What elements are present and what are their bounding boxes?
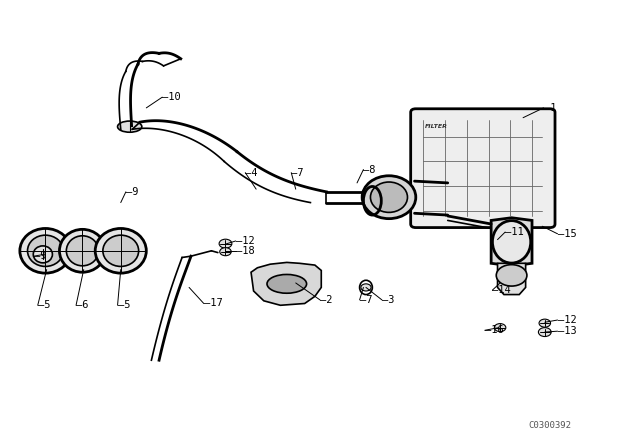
Text: —1: —1: [543, 103, 556, 113]
Text: —18: —18: [236, 246, 255, 256]
Text: —7: —7: [360, 295, 372, 305]
Text: —4: —4: [245, 168, 258, 178]
Ellipse shape: [67, 236, 99, 266]
Ellipse shape: [95, 228, 147, 273]
Text: —12: —12: [557, 315, 576, 325]
Text: —12: —12: [236, 236, 255, 246]
Text: —7: —7: [291, 168, 304, 178]
Text: —5: —5: [118, 300, 130, 310]
Polygon shape: [497, 263, 525, 295]
Ellipse shape: [33, 246, 52, 263]
Circle shape: [496, 265, 527, 286]
Ellipse shape: [60, 229, 106, 272]
Text: —9: —9: [34, 251, 47, 261]
Text: —16: —16: [484, 325, 504, 335]
Text: —11: —11: [505, 227, 524, 237]
Ellipse shape: [267, 275, 307, 293]
Circle shape: [219, 239, 232, 248]
Text: —6: —6: [76, 300, 88, 310]
Ellipse shape: [103, 235, 139, 267]
Ellipse shape: [20, 228, 71, 273]
Text: —10: —10: [163, 92, 181, 102]
Circle shape: [220, 248, 231, 256]
Text: —3: —3: [382, 295, 394, 305]
Circle shape: [361, 284, 371, 291]
Circle shape: [494, 323, 506, 332]
Text: FILTER: FILTER: [426, 124, 449, 129]
Text: —15: —15: [557, 229, 576, 239]
Circle shape: [538, 327, 551, 336]
FancyBboxPatch shape: [411, 109, 555, 228]
Text: —5: —5: [38, 300, 50, 310]
Ellipse shape: [362, 176, 416, 219]
Ellipse shape: [492, 221, 531, 263]
Polygon shape: [491, 218, 532, 266]
Ellipse shape: [28, 235, 63, 267]
Circle shape: [539, 319, 550, 327]
Ellipse shape: [118, 121, 142, 132]
Text: —13: —13: [557, 326, 576, 336]
Text: —14: —14: [492, 285, 511, 295]
Text: —9: —9: [126, 187, 138, 197]
Text: —17: —17: [204, 298, 223, 309]
Text: —8: —8: [364, 164, 376, 175]
Polygon shape: [251, 263, 321, 305]
Text: C0300392: C0300392: [529, 422, 572, 431]
Text: —2: —2: [320, 295, 333, 305]
Ellipse shape: [371, 182, 408, 212]
